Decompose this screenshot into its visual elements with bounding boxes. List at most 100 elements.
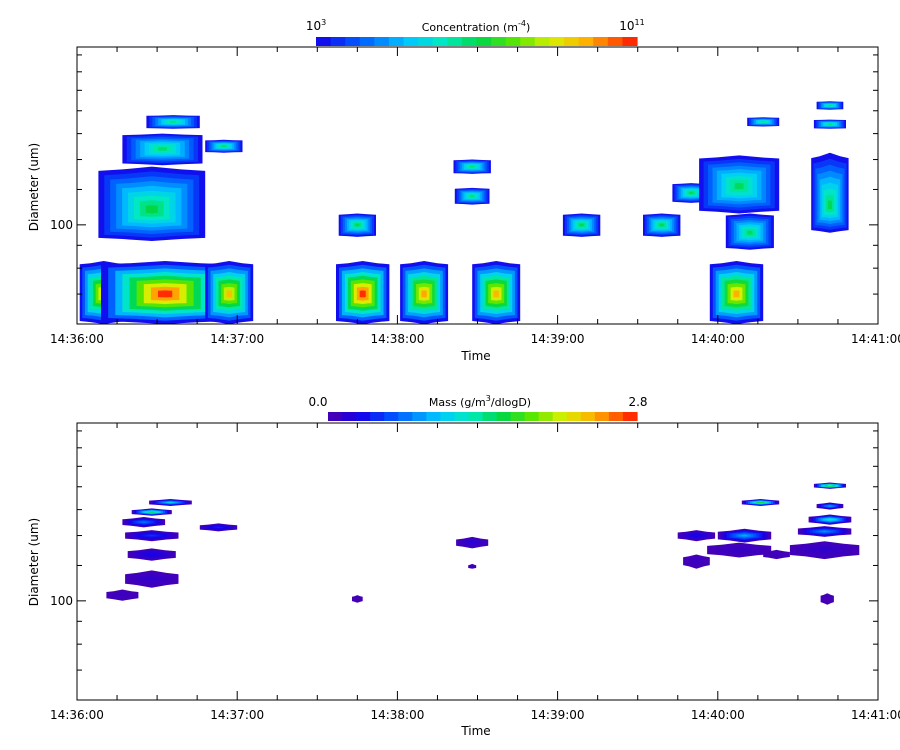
contour-ring <box>148 577 155 580</box>
colorbar-segment <box>345 37 361 46</box>
contour-blob <box>811 152 849 233</box>
contour-blob <box>816 101 844 110</box>
x-tick-label: 14:37:00 <box>210 708 264 722</box>
x-tick-label: 14:37:00 <box>210 332 264 346</box>
contour-ring <box>493 290 499 298</box>
colorbar-segment <box>426 412 441 421</box>
colorbar-segment <box>316 37 332 46</box>
colorbar-segment <box>594 412 610 421</box>
colorbar-segment <box>510 412 526 421</box>
colorbar-segment <box>524 412 540 421</box>
mass-panel: 0.0 Mass (g/m3/dlogD) 2.8 14:36:00 14:37:… <box>27 394 900 738</box>
x-tick-label: 14:36:00 <box>50 708 104 722</box>
contour-blob <box>106 589 139 601</box>
contour-blob <box>562 213 601 237</box>
contour-ring <box>221 145 226 147</box>
contour-blob <box>122 517 166 528</box>
colorbar-segment <box>454 412 470 421</box>
y-tick-label: 100 <box>50 594 73 608</box>
contour-ring <box>359 290 366 298</box>
contour-blob <box>808 514 852 525</box>
mass-colorbar <box>328 412 638 421</box>
contour-ring <box>758 502 763 503</box>
contour-ring <box>141 521 147 523</box>
colorbar-segment <box>552 412 568 421</box>
contour-ring <box>735 549 743 551</box>
contour-ring <box>149 511 154 513</box>
contour-blob <box>131 508 172 516</box>
contour-ring <box>158 290 173 298</box>
colorbar-segment <box>580 412 596 421</box>
contour-ring <box>168 502 173 503</box>
contour-ring <box>226 290 232 298</box>
x-tick-label: 14:36:00 <box>50 332 104 346</box>
contour-ring <box>145 205 158 214</box>
contour-ring <box>170 121 177 123</box>
x-tick-label: 14:40:00 <box>691 332 745 346</box>
colorbar-segment <box>418 37 434 46</box>
contour-blob <box>677 530 716 542</box>
colorbar-segment <box>330 37 346 46</box>
colorbar-segment <box>491 37 507 46</box>
concentration-colorbar <box>316 37 638 46</box>
contour-blob <box>453 159 491 174</box>
colorbar-segment <box>476 37 492 46</box>
contour-blob <box>643 213 681 237</box>
contour-blob <box>199 523 238 532</box>
contour-blob <box>789 541 860 560</box>
colorbar-segment <box>468 412 484 421</box>
contour-blob <box>813 482 846 489</box>
contour-blob <box>98 166 206 241</box>
contour-ring <box>820 549 829 551</box>
contour-blob <box>101 261 230 324</box>
contour-ring <box>659 223 664 227</box>
mass-y-axis-label: Diameter (um) <box>27 518 41 607</box>
contour-blob <box>205 139 243 153</box>
contour-blob <box>709 261 764 324</box>
contour-ring <box>821 530 828 532</box>
contour-blob <box>454 187 490 205</box>
colorbar-segment <box>328 412 343 421</box>
contour-ring <box>827 200 832 210</box>
concentration-panel: 103 Concentration (m-4) 1011 14:36:00 14:… <box>27 18 900 363</box>
colorbar-segment <box>622 412 638 421</box>
contour-ring <box>733 290 740 298</box>
colorbar-segment <box>607 37 624 46</box>
contour-ring <box>694 534 699 537</box>
contour-ring <box>828 105 832 106</box>
mass-x-axis-label: Time <box>460 724 490 738</box>
contour-blob <box>352 595 363 603</box>
colorbar-segment <box>359 37 375 46</box>
contour-blob <box>707 542 772 558</box>
contour-blob <box>472 261 521 324</box>
concentration-colorbar-max-label: 1011 <box>619 18 644 33</box>
concentration-colorbar-min-label: 103 <box>306 18 326 33</box>
contour-ring <box>775 554 778 555</box>
contour-blob <box>122 133 203 166</box>
x-tick-label: 14:40:00 <box>691 708 745 722</box>
colorbar-segment <box>432 37 448 46</box>
contour-ring <box>827 519 833 521</box>
x-tick-label: 14:38:00 <box>370 708 424 722</box>
contour-ring <box>734 182 744 190</box>
contour-ring <box>826 598 828 600</box>
mass-plot-area <box>106 482 860 605</box>
colorbar-segment <box>534 37 551 46</box>
contour-blob <box>813 119 846 129</box>
contour-blob <box>717 528 772 543</box>
contour-ring <box>828 505 832 507</box>
colorbar-segment <box>370 412 385 421</box>
contour-blob <box>125 570 179 588</box>
contour-blob <box>146 115 200 129</box>
colorbar-segment <box>496 412 512 421</box>
x-tick-label: 14:41:00 <box>851 708 900 722</box>
concentration-colorbar-title: Concentration (m-4) <box>422 19 531 34</box>
contour-ring <box>148 534 155 537</box>
colorbar-segment <box>520 37 536 46</box>
contour-ring <box>689 191 694 194</box>
mass-colorbar-title: Mass (g/m3/dlogD) <box>429 394 531 409</box>
contour-blob <box>741 499 780 506</box>
colorbar-segment <box>549 37 565 46</box>
colorbar-segment <box>447 37 463 46</box>
x-tick-label: 14:39:00 <box>531 708 585 722</box>
